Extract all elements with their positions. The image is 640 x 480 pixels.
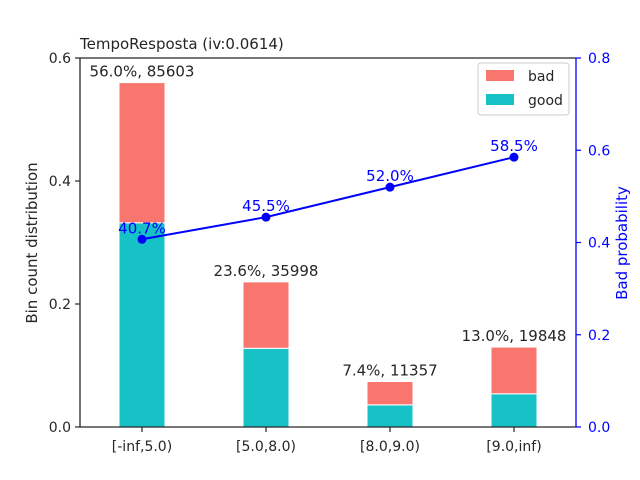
bad-probability-point	[509, 152, 519, 162]
x-tick-label: [9.0,inf)	[486, 439, 541, 455]
bar-label: 23.6%, 35998	[214, 262, 319, 280]
bad-probability-point	[261, 212, 271, 222]
bar-good	[118, 222, 166, 428]
x-tick-label: [5.0,8.0)	[236, 439, 296, 455]
probability-label: 45.5%	[242, 197, 290, 215]
right-tick-label: 0.0	[588, 420, 610, 436]
bar-label: 56.0%, 85603	[90, 63, 195, 81]
chart-title: TempoResposta (iv:0.0614)	[79, 35, 284, 53]
y-tick-label: 0.4	[49, 174, 71, 190]
legend-label-good: good	[528, 93, 563, 109]
right-axis-label: Bad probability	[613, 186, 631, 300]
bar-good	[490, 393, 538, 428]
right-tick-label: 0.4	[588, 236, 610, 252]
right-tick-label: 0.2	[588, 328, 610, 344]
bar-label: 13.0%, 19848	[462, 327, 567, 345]
bad-probability-line	[141, 156, 515, 241]
x-tick-label: [-inf,5.0)	[112, 439, 172, 455]
bar-label: 7.4%, 11357	[342, 361, 437, 379]
y-tick-label: 0.6	[49, 51, 71, 67]
bad-probability-point	[137, 234, 147, 244]
bar-bad	[242, 281, 290, 349]
bar-bad	[118, 82, 166, 224]
bar-bad	[490, 346, 538, 395]
y-tick-label: 0.0	[49, 420, 71, 436]
y-tick-label: 0.2	[49, 297, 71, 313]
legend-swatch-bad	[486, 70, 514, 81]
bar-bad	[366, 380, 414, 406]
legend-label-bad: bad	[528, 69, 554, 85]
plot-area: 56.0%, 85603 23.6%, 35998 7.4%, 11357 13.0%…	[49, 51, 611, 455]
right-tick-label: 0.6	[588, 143, 610, 159]
probability-label: 58.5%	[490, 137, 538, 155]
right-tick-label: 0.8	[588, 51, 610, 67]
legend: bad good	[477, 62, 570, 116]
legend-swatch-good	[486, 94, 514, 105]
x-tick-label: [8.0,9.0)	[360, 439, 420, 455]
bar-good	[242, 347, 290, 428]
probability-label: 52.0%	[366, 167, 414, 185]
probability-label: 40.7%	[118, 219, 166, 237]
bar-good	[366, 404, 414, 428]
y-axis-label: Bin count distribution	[23, 162, 41, 323]
bad-probability-point	[385, 182, 395, 192]
